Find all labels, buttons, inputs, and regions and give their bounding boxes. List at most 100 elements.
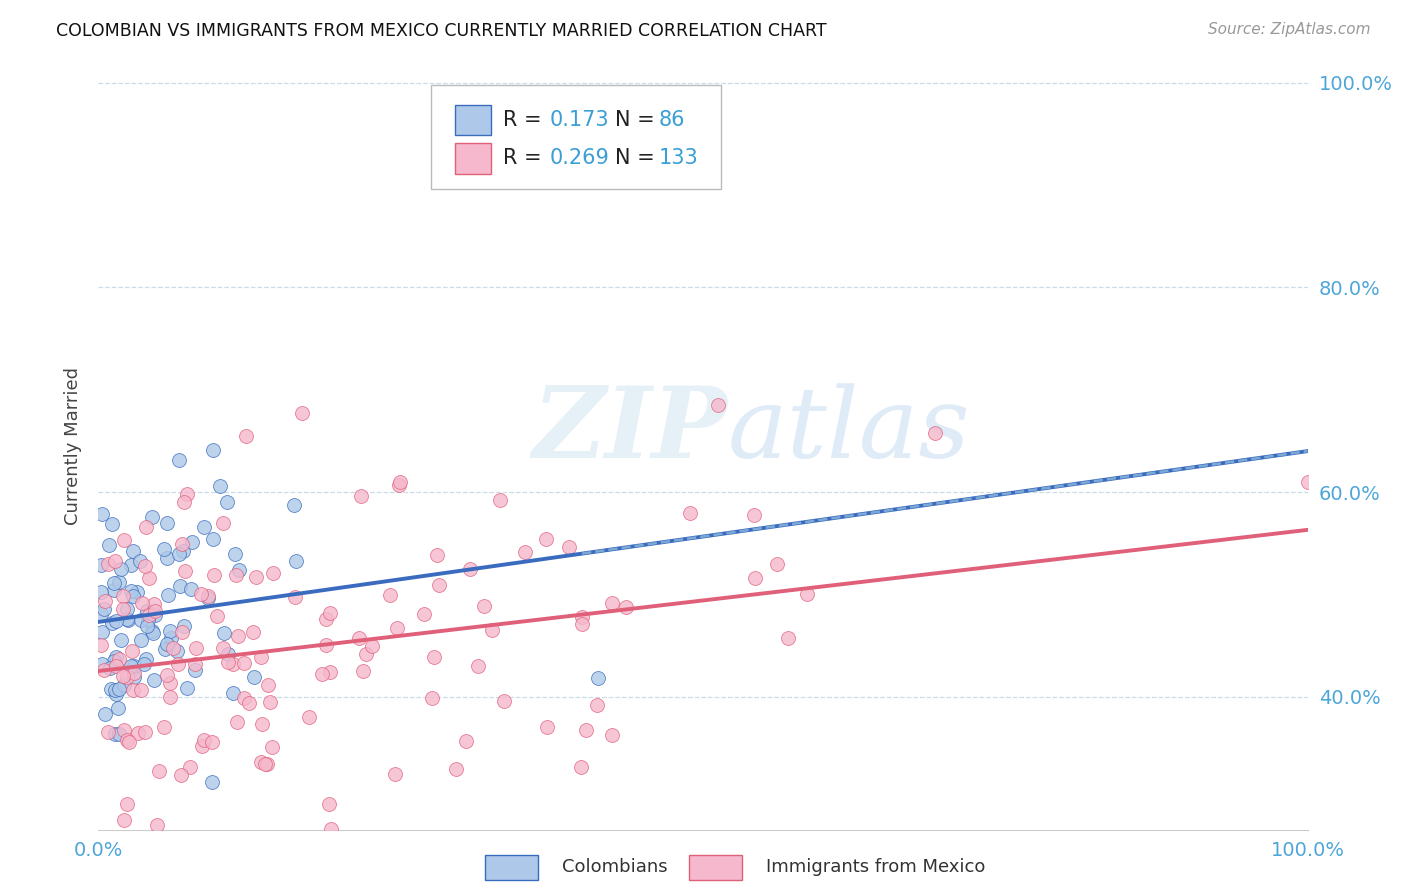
Point [173,618,195,632]
Point [124,659,146,673]
Text: R =: R = [503,148,548,169]
Point [298,710,321,724]
Point [107,575,129,590]
Point [138,608,160,623]
Point [456,734,478,748]
Point [315,638,337,652]
Point [170,625,193,640]
Point [225,715,247,730]
Point [141,509,163,524]
Point [97,725,120,739]
Point [110,562,132,576]
Point [249,650,271,665]
Point [105,687,128,701]
Point [111,601,134,615]
Point [117,612,139,626]
Point [156,516,179,530]
Point [193,733,215,747]
Point [112,723,135,737]
Point [245,570,267,584]
Point [284,591,307,605]
Point [242,625,264,640]
Point [515,545,537,559]
Point [319,665,342,679]
Point [173,495,195,509]
Point [201,442,224,457]
Point [536,720,558,734]
Point [167,657,190,671]
Point [176,487,198,501]
Point [256,756,278,771]
Point [122,544,145,558]
Point [143,673,166,688]
Point [141,624,163,639]
Point [232,691,254,706]
Text: 86: 86 [658,110,685,130]
Point [585,698,607,712]
Point [222,686,245,700]
Point [319,607,342,621]
Point [423,650,446,665]
Point [120,558,142,573]
Point [143,604,166,618]
Point [104,683,127,698]
Point [117,601,139,615]
Point [744,571,766,585]
Point [201,735,224,749]
Point [90,607,112,622]
Point [181,535,204,549]
Point [112,669,135,683]
Point [349,631,371,645]
Point [238,696,260,710]
Point [90,558,112,572]
Point [232,656,254,670]
Point [1296,475,1319,490]
Point [110,633,132,648]
Point [190,587,212,601]
Point [197,591,219,605]
Point [142,625,165,640]
Point [170,768,193,782]
Point [212,640,235,655]
Point [156,551,179,566]
Point [225,567,247,582]
Point [107,701,129,715]
Point [259,695,281,709]
Point [104,727,127,741]
Point [260,740,283,755]
Point [94,594,117,608]
Point [202,567,225,582]
Point [166,643,188,657]
Point [446,763,468,777]
Point [153,720,176,734]
Point [159,690,181,705]
Point [420,690,443,705]
Point [132,657,155,672]
Point [361,639,384,653]
Point [776,631,799,645]
Point [184,663,207,677]
Text: Source: ZipAtlas.com: Source: ZipAtlas.com [1208,22,1371,37]
Point [142,597,165,611]
Point [122,682,145,697]
Point [458,561,481,575]
Point [129,632,152,647]
FancyBboxPatch shape [432,86,721,189]
Point [159,676,181,690]
Point [97,558,120,572]
Text: 133: 133 [658,148,697,169]
Point [222,657,245,671]
Point [291,406,314,420]
Point [315,612,337,626]
Point [205,609,228,624]
Point [492,694,515,708]
Text: R =: R = [503,110,548,130]
Point [105,614,128,628]
Point [176,681,198,695]
Point [135,619,157,633]
Point [284,554,307,568]
Point [378,588,401,602]
Point [283,498,305,512]
Point [134,558,156,573]
Text: N =: N = [614,110,661,130]
